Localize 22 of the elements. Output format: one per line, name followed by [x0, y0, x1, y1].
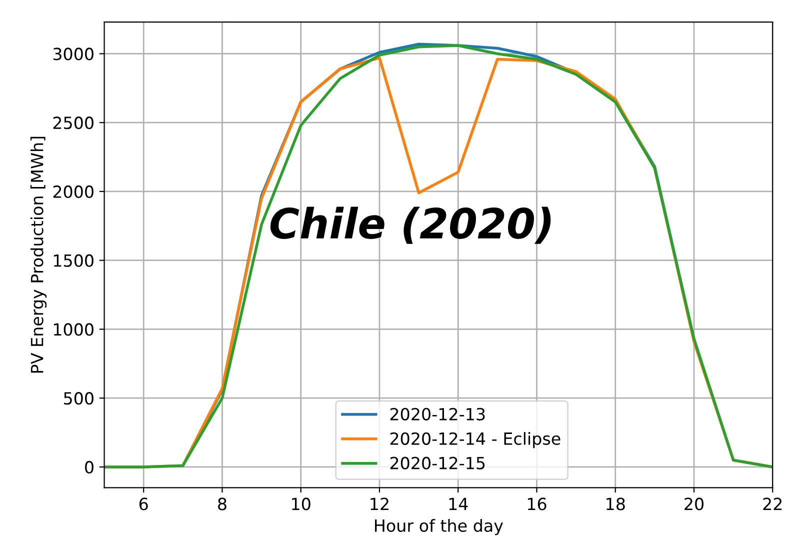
y-tick-label: 500 — [64, 392, 94, 405]
legend-label: 2020-12-14 - Eclipse — [390, 432, 560, 448]
y-tick-label: 0 — [85, 460, 94, 474]
annotation: Chile (2020) — [270, 206, 551, 244]
x-tick-label: 20 — [684, 498, 704, 510]
x-tick-label: 16 — [528, 498, 546, 510]
x-tick-label: 8 — [218, 498, 226, 510]
y-axis-title: PV Energy Production [MWh] — [30, 136, 47, 373]
x-tick-label: 14 — [449, 498, 468, 510]
y-tick-label: 2000 — [53, 185, 94, 198]
legend-label: 2020-12-15 — [390, 456, 485, 470]
x-tick-label: 18 — [606, 498, 625, 510]
x-tick-label: 12 — [370, 498, 388, 510]
y-tick-label: 1500 — [54, 254, 94, 267]
x-tick-label: 22 — [763, 498, 782, 510]
y-tick-label: 1000 — [54, 323, 94, 336]
x-tick-label: 6 — [139, 498, 148, 510]
x-axis-title: Hour of the day — [375, 519, 504, 536]
legend-label: 2020-12-13 — [390, 408, 485, 420]
x-tick-label: 10 — [292, 498, 310, 510]
y-tick-label: 2500 — [53, 116, 94, 130]
y-tick-label: 3000 — [53, 48, 94, 60]
